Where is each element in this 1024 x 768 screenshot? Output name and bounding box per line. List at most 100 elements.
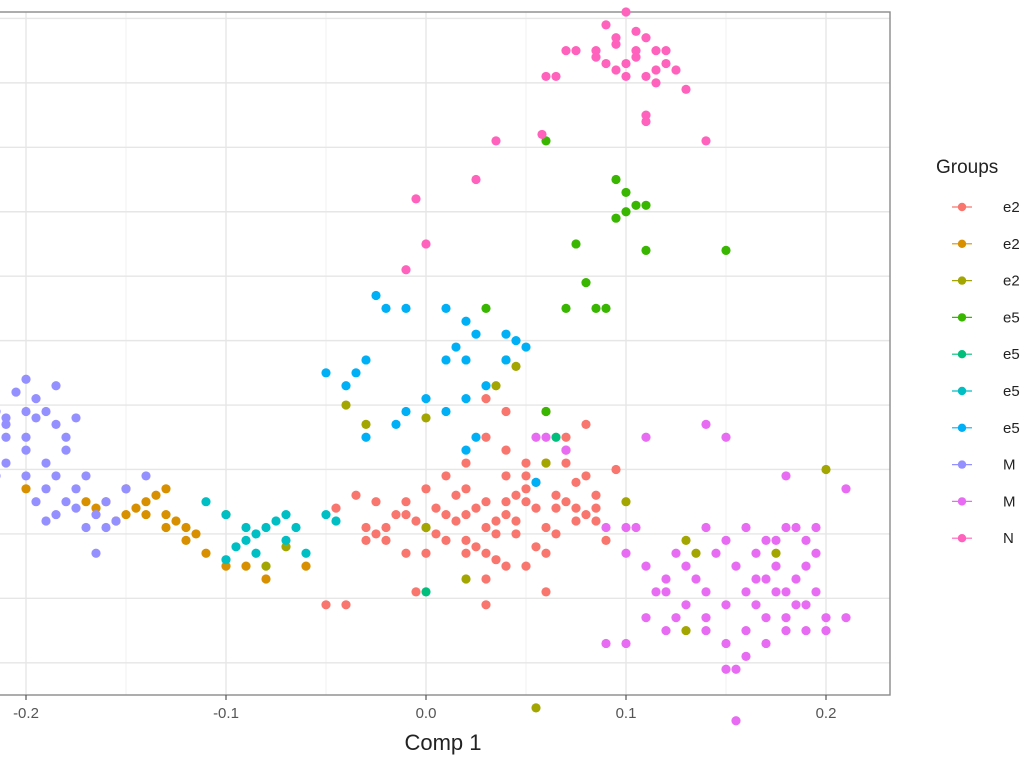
data-point: [291, 522, 301, 533]
data-point: [461, 535, 471, 545]
data-point: [421, 239, 431, 249]
data-point: [371, 529, 381, 539]
data-point: [751, 548, 761, 558]
data-point: [501, 445, 511, 455]
data-point: [221, 509, 231, 520]
data-point: [511, 529, 521, 539]
data-point: [51, 381, 61, 391]
data-point: [741, 651, 751, 661]
data-point: [431, 529, 441, 539]
data-point: [681, 84, 691, 94]
data-point: [421, 522, 431, 533]
legend-key-point: [957, 534, 967, 543]
data-point: [601, 20, 611, 30]
data-point: [681, 561, 691, 571]
data-point: [141, 497, 151, 507]
data-point: [541, 587, 551, 597]
data-point: [571, 239, 581, 249]
x-tick-label: -0.1: [213, 705, 239, 722]
data-point: [531, 542, 541, 552]
data-point: [361, 535, 371, 545]
data-point: [791, 600, 801, 610]
data-point: [21, 374, 31, 384]
data-point: [801, 625, 811, 636]
data-point: [441, 406, 451, 417]
data-point: [41, 458, 51, 468]
data-point: [481, 497, 491, 507]
data-point: [351, 490, 361, 500]
legend-key-point: [957, 313, 967, 322]
data-point: [491, 136, 501, 146]
data-points: [0, 7, 851, 726]
data-point: [341, 400, 351, 410]
data-point: [281, 509, 291, 520]
legend-key-point: [957, 423, 967, 432]
data-point: [761, 535, 771, 545]
data-point: [321, 368, 331, 378]
data-point: [661, 574, 671, 584]
x-tick-label: -0.2: [13, 705, 39, 722]
data-point: [451, 490, 461, 500]
data-point: [301, 561, 311, 571]
data-point: [461, 509, 471, 520]
data-point: [271, 516, 281, 526]
data-point: [771, 548, 781, 558]
data-point: [671, 613, 681, 623]
data-point: [21, 471, 31, 481]
data-point: [561, 445, 571, 455]
data-point: [481, 381, 491, 391]
data-point: [441, 509, 451, 520]
data-point: [481, 600, 491, 610]
data-point: [361, 355, 371, 365]
data-point: [321, 509, 331, 520]
data-point: [21, 432, 31, 442]
data-point: [341, 600, 351, 610]
data-point: [441, 355, 451, 365]
data-point: [61, 445, 71, 455]
series-group: [0, 374, 151, 558]
data-point: [537, 129, 547, 140]
data-point: [81, 497, 91, 507]
data-point: [91, 548, 101, 558]
data-point: [81, 471, 91, 481]
data-point: [641, 613, 651, 623]
data-point: [601, 522, 611, 533]
data-point: [101, 522, 111, 533]
data-point: [641, 116, 651, 127]
data-point: [21, 445, 31, 455]
data-point: [771, 561, 781, 571]
data-point: [71, 484, 81, 494]
data-point: [481, 394, 491, 404]
data-point: [541, 522, 551, 533]
data-point: [381, 535, 391, 545]
data-point: [261, 574, 271, 584]
data-point: [201, 548, 211, 558]
data-point: [741, 522, 751, 533]
data-point: [531, 503, 541, 513]
data-point: [511, 490, 521, 500]
data-point: [631, 522, 641, 533]
data-point: [631, 26, 641, 36]
data-point: [701, 625, 711, 636]
legend-key-point: [957, 276, 967, 285]
data-point: [461, 394, 471, 404]
data-point: [781, 587, 791, 597]
data-point: [121, 484, 131, 494]
data-point: [51, 419, 61, 429]
data-point: [441, 535, 451, 545]
data-point: [101, 497, 111, 507]
legend-key-point: [957, 386, 967, 396]
data-point: [411, 194, 421, 204]
data-point: [461, 484, 471, 494]
data-point: [541, 71, 551, 82]
data-point: [601, 58, 611, 69]
series-group: [401, 7, 711, 275]
data-point: [591, 46, 601, 56]
data-point: [761, 574, 771, 584]
data-point: [251, 548, 261, 558]
data-point: [601, 638, 611, 649]
data-point: [551, 432, 561, 442]
data-point: [491, 516, 501, 526]
data-point: [681, 600, 691, 610]
data-point: [391, 419, 401, 429]
